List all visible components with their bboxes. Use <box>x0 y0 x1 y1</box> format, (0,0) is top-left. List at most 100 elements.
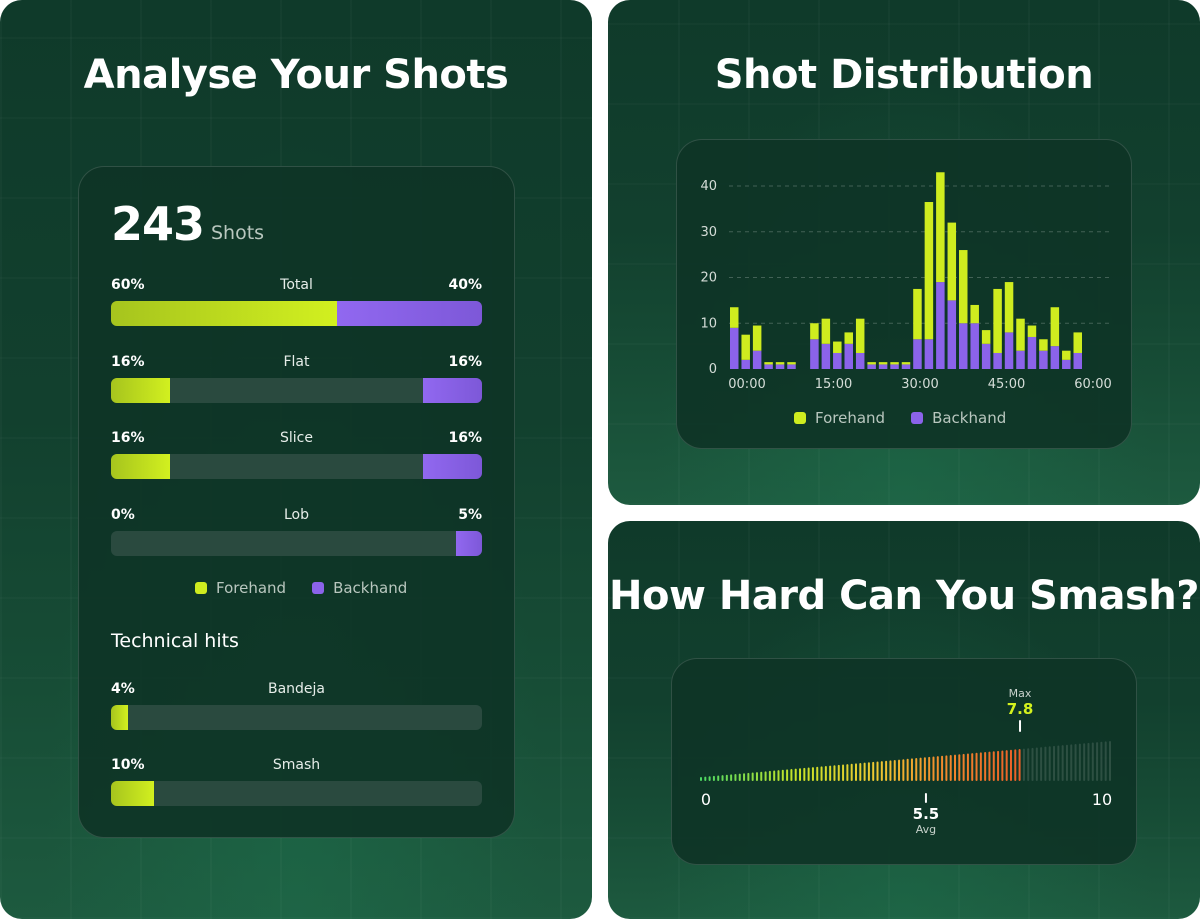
smash-label: Smash <box>272 757 321 773</box>
gauge-tick <box>945 755 948 781</box>
gauge-tick <box>1048 746 1051 781</box>
bar-backhand <box>936 282 945 369</box>
bar-backhand <box>1027 336 1037 369</box>
bar-forehand <box>775 362 785 365</box>
gauge-tick <box>1096 742 1099 781</box>
distribution-legend: Forehand Backhand <box>794 409 1006 427</box>
shots-card: 243 Shots 60% Total 40% 16% Flat 16% 16%… <box>78 166 515 838</box>
bar-backhand <box>913 339 922 369</box>
lob-backhand-pct: 5% <box>458 507 482 523</box>
y-tick-label: 40 <box>700 179 717 194</box>
y-tick-label: 0 <box>709 362 717 377</box>
distribution-card: 0 10 20 30 40 00:00 15:00 30:00 45:00 60:00 Foreh… <box>676 139 1132 449</box>
bar-forehand <box>833 341 842 353</box>
gauge-tick <box>1083 743 1086 781</box>
flat-forehand-pct: 16% <box>111 354 145 370</box>
lob-bar <box>111 531 482 556</box>
bar-forehand <box>913 288 922 340</box>
bar-backhand <box>730 327 739 369</box>
gauge-tick <box>837 764 840 781</box>
bar-forehand <box>1027 325 1037 337</box>
gauge-tick <box>747 772 750 781</box>
gauge-tick <box>790 769 793 781</box>
smash-pct: 10% <box>111 757 145 773</box>
gauge-tick <box>1074 744 1077 781</box>
total-forehand-fill <box>111 301 338 326</box>
gauge-tick <box>997 750 1000 781</box>
gauge-tick <box>893 759 896 781</box>
slice-backhand-pct: 16% <box>448 430 482 446</box>
analyse-panel: Analyse Your Shots 243 Shots 60% Total 4… <box>0 0 592 919</box>
bar-forehand <box>764 362 773 365</box>
bar-forehand <box>1050 307 1060 347</box>
gauge-tick <box>803 767 806 781</box>
gauge-tick <box>829 765 832 781</box>
bar-backhand <box>810 339 819 369</box>
gauge-tick <box>1001 750 1004 781</box>
gauge-tick <box>811 767 814 781</box>
bar-backhand <box>1050 346 1060 369</box>
gauge-tick <box>966 753 969 781</box>
gauge-tick <box>1104 741 1107 781</box>
x-tick-label: 00:00 <box>728 377 765 392</box>
gauge-tick <box>816 766 819 781</box>
technical-hits-title: Technical hits <box>111 630 239 652</box>
gauge-tick <box>768 770 771 781</box>
gauge-tick <box>725 774 728 781</box>
bar-backhand <box>855 352 865 369</box>
gauge-tick <box>867 762 870 781</box>
gauge-tick <box>824 766 827 781</box>
lob-label: Lob <box>283 507 309 523</box>
gauge-tick <box>923 757 926 781</box>
gauge-tick <box>1087 742 1090 781</box>
bar-forehand <box>730 307 739 328</box>
gauge-tick <box>954 754 957 781</box>
forehand-swatch <box>195 582 207 594</box>
gauge-tick <box>932 756 935 781</box>
gauge-tick <box>1044 746 1047 781</box>
slice-bar <box>111 454 482 479</box>
gauge-tick <box>859 762 862 781</box>
gauge-tick <box>700 777 702 781</box>
gauge-tick <box>898 759 901 781</box>
bar-backhand <box>1039 350 1048 369</box>
smash-card: Max 7.8 5.5 Avg 0 10 <box>671 658 1137 865</box>
bar-forehand <box>970 304 979 324</box>
total-forehand-pct: 60% <box>111 277 145 293</box>
gauge-tick <box>915 758 918 781</box>
gauge-tick <box>854 763 857 781</box>
distribution-panel: Shot Distribution 0 10 20 30 40 00:00 15:00 30:… <box>608 0 1200 505</box>
bar-forehand <box>1073 332 1082 353</box>
bar-forehand <box>844 332 853 344</box>
gauge-tick <box>1078 743 1081 781</box>
gauge-tick <box>842 764 845 781</box>
shots-legend: Forehand Backhand <box>195 579 407 597</box>
gauge-tick <box>928 756 931 781</box>
analyse-title: Analyse Your Shots <box>83 52 509 98</box>
legend-backhand: Backhand <box>312 579 407 597</box>
lob-forehand-pct: 0% <box>111 507 135 523</box>
gauge-tick <box>1005 750 1008 781</box>
legend-forehand-label: Forehand <box>216 579 287 597</box>
distribution-chart: 0 10 20 30 40 00:00 15:00 30:00 45:00 60:00 <box>700 172 1112 392</box>
gauge-tick <box>906 758 909 781</box>
gauge-tick <box>1057 745 1060 781</box>
bar-forehand <box>901 362 911 365</box>
total-label: Total <box>280 277 313 293</box>
gauge-tick <box>799 768 802 781</box>
bar-forehand <box>947 222 957 301</box>
bar-backhand <box>775 364 785 369</box>
gauge-tick <box>704 776 707 781</box>
bar-backhand <box>970 323 979 369</box>
bar-backhand <box>890 364 899 369</box>
smash-title: How Hard Can You Smash? <box>609 573 1199 619</box>
avg-value: 5.5 <box>913 805 940 823</box>
gauge-tick <box>979 752 982 781</box>
bar-backhand <box>1004 332 1014 369</box>
gauge-tick <box>1027 748 1030 781</box>
gauge-tick <box>777 770 780 781</box>
gauge-tick <box>794 768 797 781</box>
bar-backhand <box>787 364 796 369</box>
gauge-tick <box>786 769 789 781</box>
bar-backhand <box>1062 359 1071 369</box>
